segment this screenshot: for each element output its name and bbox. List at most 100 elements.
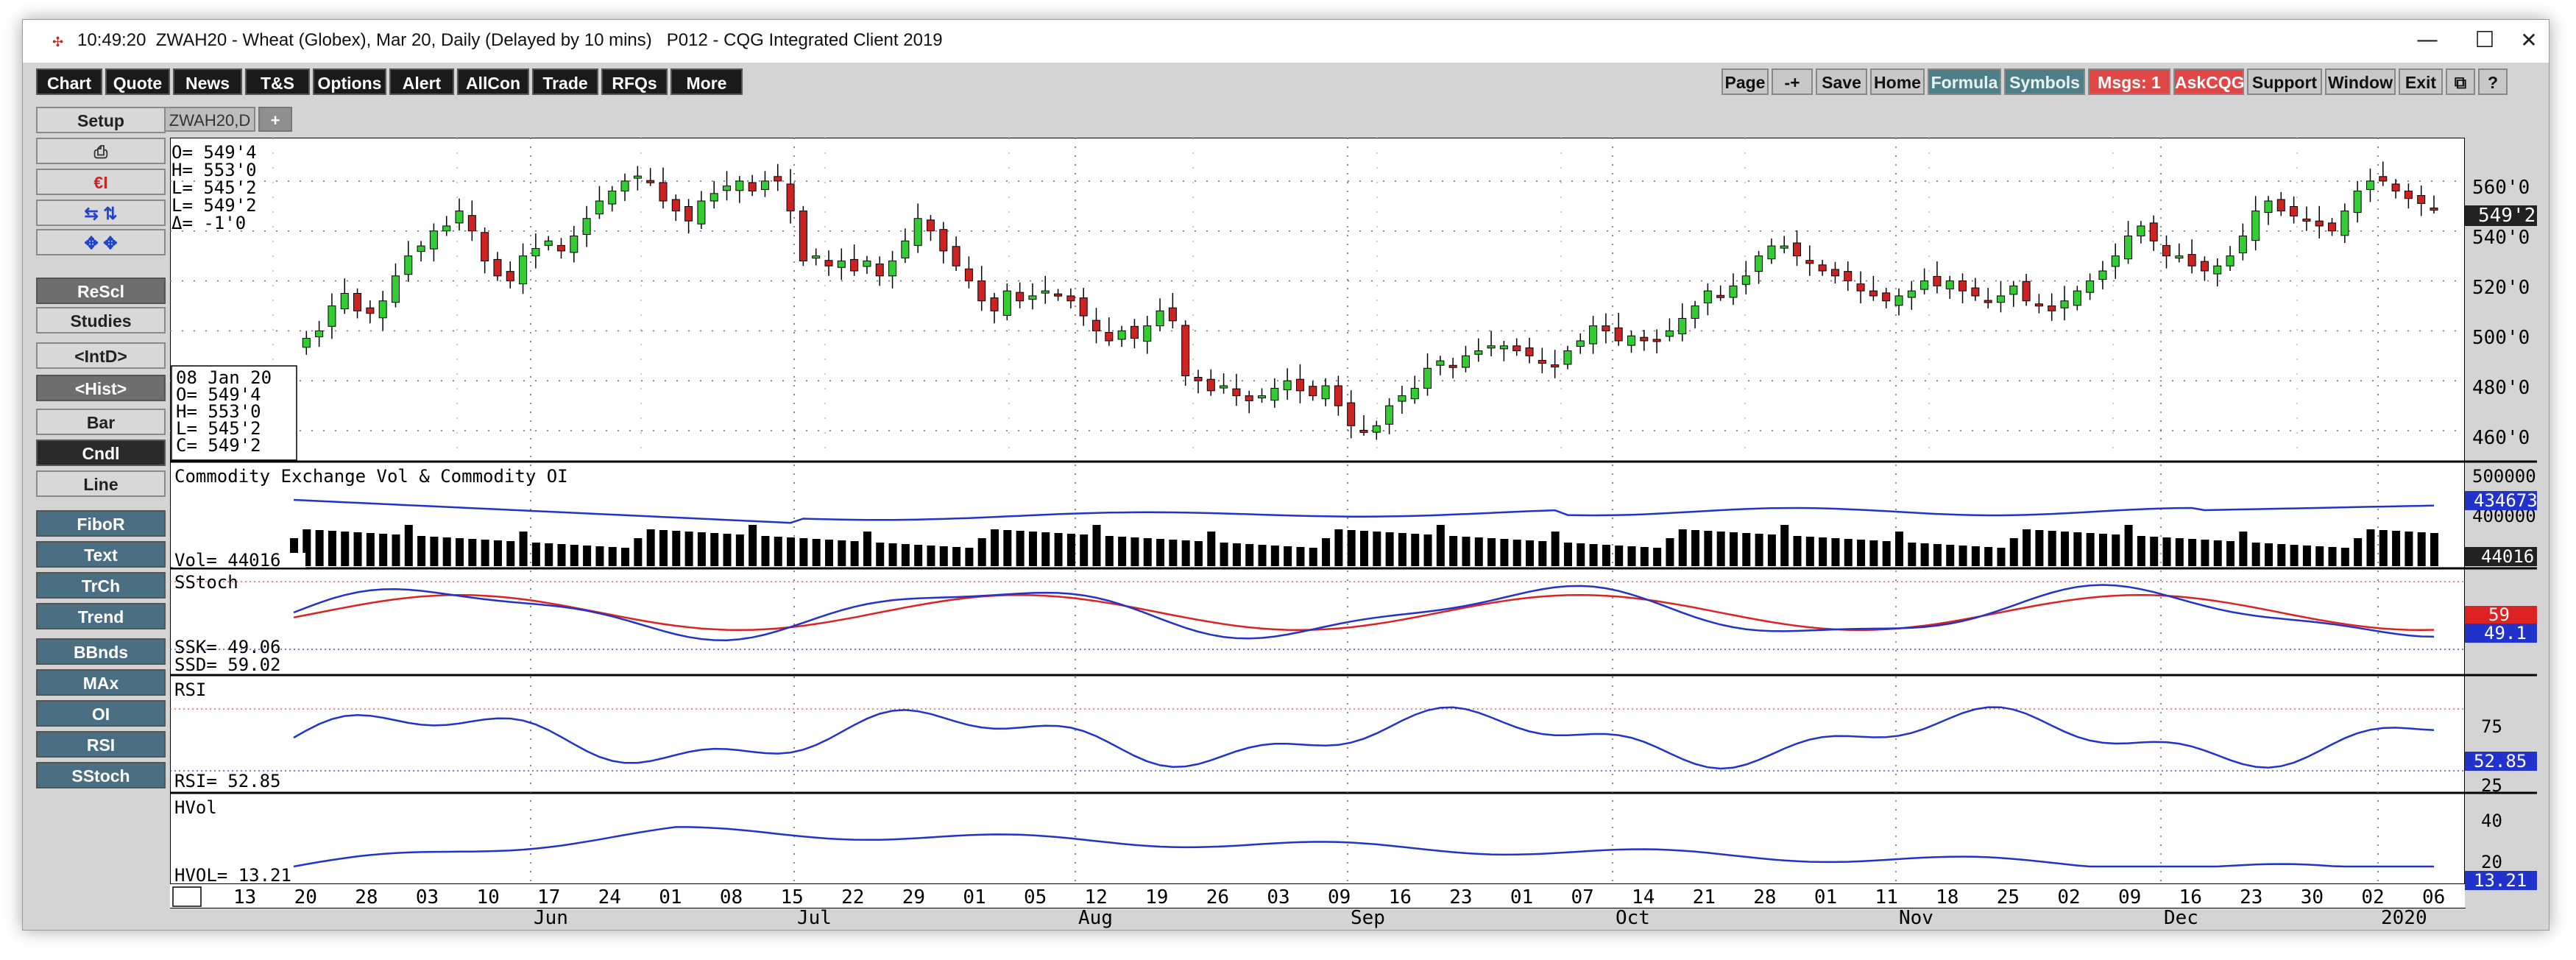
volume-bar <box>735 534 744 566</box>
chart-tab-zwah20[interactable]: ZWAH20,D <box>164 107 255 132</box>
chart-area[interactable]: O= 549'4 H= 553'0 L= 545'2 L= 549'2 Δ= -… <box>170 138 2537 930</box>
volume-bar <box>2073 532 2082 566</box>
toolbar-support-button[interactable]: Support <box>2247 68 2322 95</box>
swap-arrows-icon: ⇆ ⇅ <box>84 204 118 223</box>
menu-allcon-button[interactable]: AllCon <box>457 68 529 95</box>
sidebar-rsi-button[interactable]: RSI <box>36 731 166 758</box>
volume-bar <box>2188 539 2197 566</box>
candle-body <box>1143 325 1152 342</box>
candle-body <box>1194 376 1203 381</box>
ohlc-top-high: H= 553'0 <box>171 160 257 180</box>
volume-bar <box>1194 541 1203 566</box>
menu-options-button[interactable]: Options <box>313 68 386 95</box>
volume-bar <box>1028 532 1037 566</box>
volume-bar <box>1373 532 1381 566</box>
volume-bar <box>812 539 821 566</box>
sidebar-fibor-button[interactable]: FiboR <box>36 510 166 537</box>
date-axis-scroll-box[interactable] <box>172 886 202 907</box>
toolbar-exit-button[interactable]: Exit <box>2399 68 2443 95</box>
candle-body <box>544 240 553 246</box>
sidebar-trend-button[interactable]: Trend <box>36 603 166 629</box>
sidebar-€i-button[interactable]: €I <box>36 169 166 195</box>
candle-body <box>1041 290 1050 294</box>
toolbar-msgs-1-button[interactable]: Msgs: 1 <box>2088 68 2170 95</box>
sidebar-studies-button[interactable]: Studies <box>36 307 166 333</box>
candle-body <box>1920 280 1929 290</box>
ohlc-box-high: H= 553'0 <box>176 401 261 422</box>
toolbar-symbols-button[interactable]: Symbols <box>2004 68 2085 95</box>
candle-body <box>1882 292 1891 302</box>
menu-chart-button[interactable]: Chart <box>36 68 102 95</box>
candle-body <box>1984 300 1992 303</box>
volume-bar <box>1742 533 1751 566</box>
volume-bar <box>914 545 923 566</box>
sidebar-bar-button[interactable]: Bar <box>36 409 166 435</box>
toolbar-window-button[interactable]: Window <box>2325 68 2396 95</box>
sidebar-line-button[interactable]: Line <box>36 470 166 497</box>
toolbar-formula-button[interactable]: Formula <box>1928 68 2001 95</box>
sidebar-cndl-button[interactable]: Cndl <box>36 440 166 466</box>
clock-time: 10:49:20 <box>77 30 146 50</box>
sidebar-hist-button[interactable]: <Hist> <box>36 375 166 401</box>
candle-body <box>1309 386 1317 397</box>
menu-trade-button[interactable]: Trade <box>532 68 598 95</box>
volume-bar <box>1512 540 1521 566</box>
toolbar-save-button[interactable]: Save <box>1816 68 1867 95</box>
sidebar-cross-arrows-button[interactable]: ✥ ✥ <box>36 229 166 255</box>
volume-bar <box>1729 532 1738 566</box>
candle-body <box>1436 360 1445 366</box>
menu-quote-button[interactable]: Quote <box>105 68 170 95</box>
candle-body <box>735 180 744 191</box>
sidebar-swap-arrows-button[interactable]: ⇆ ⇅ <box>36 200 166 226</box>
toolbar---button[interactable]: -+ <box>1772 68 1813 95</box>
sidebar-bbnds-button[interactable]: BBnds <box>36 638 166 665</box>
volume-bar <box>2035 530 2044 566</box>
candle-body <box>1321 385 1330 400</box>
toolbar-askcqg-button[interactable]: AskCQG <box>2173 68 2245 95</box>
sidebar-rescl-button[interactable]: ReScl <box>36 278 166 304</box>
sidebar-sstoch-button[interactable]: SStoch <box>36 762 166 788</box>
volume-bar <box>2162 537 2171 566</box>
volume-bar <box>2150 537 2159 566</box>
menu-news-button[interactable]: News <box>173 68 242 95</box>
candle-body <box>1627 335 1635 346</box>
menu-more-button[interactable]: More <box>670 68 743 95</box>
sidebar-printer-button[interactable]: ⎙ <box>36 138 166 164</box>
menu-rfqs-button[interactable]: RFQs <box>601 68 668 95</box>
close-button[interactable]: ✕ <box>2520 28 2538 52</box>
price-candles <box>302 161 2438 440</box>
date-axis-month-label: 2020 <box>2381 907 2427 929</box>
candle-body <box>1258 395 1267 399</box>
volume-bar <box>2405 532 2413 566</box>
rsi-line <box>293 706 2435 770</box>
volume-bar <box>1423 534 1432 566</box>
toolbar-page-button[interactable]: Page <box>1722 68 1769 95</box>
sidebar-intd-button[interactable]: <IntD> <box>36 342 166 369</box>
date-axis-day-label: 29 <box>902 886 925 908</box>
sidebar-text-button[interactable]: Text <box>36 541 166 568</box>
hvol-panel-title: HVol <box>174 797 217 818</box>
maximize-button[interactable]: ☐ <box>2474 27 2495 53</box>
date-axis-day-label: 30 <box>2301 886 2324 908</box>
volume-bar <box>2226 541 2235 566</box>
toolbar---button[interactable]: ? <box>2478 68 2508 95</box>
sidebar-setup-button[interactable]: Setup <box>36 107 166 133</box>
volume-bar <box>1958 546 1967 566</box>
candle-body <box>442 225 451 232</box>
add-tab-button[interactable]: + <box>258 107 292 132</box>
minimize-button[interactable]: — <box>2416 27 2438 53</box>
candle-body <box>888 260 897 277</box>
candle-body <box>1334 385 1342 406</box>
sidebar-trch-button[interactable]: TrCh <box>36 572 166 599</box>
date-axis-day-label: 11 <box>1875 886 1898 908</box>
toolbar---button[interactable]: ⧉ <box>2446 68 2475 95</box>
sidebar-max-button[interactable]: MAx <box>36 669 166 696</box>
volume-bar <box>774 537 782 566</box>
sidebar-oi-button[interactable]: OI <box>36 700 166 727</box>
date-axis-day-label: 10 <box>476 886 499 908</box>
menu-t-s-button[interactable]: T&S <box>245 68 310 95</box>
volume-bar <box>1080 534 1089 566</box>
toolbar-home-button[interactable]: Home <box>1870 68 1925 95</box>
candle-body <box>2098 270 2107 280</box>
menu-alert-button[interactable]: Alert <box>389 68 454 95</box>
